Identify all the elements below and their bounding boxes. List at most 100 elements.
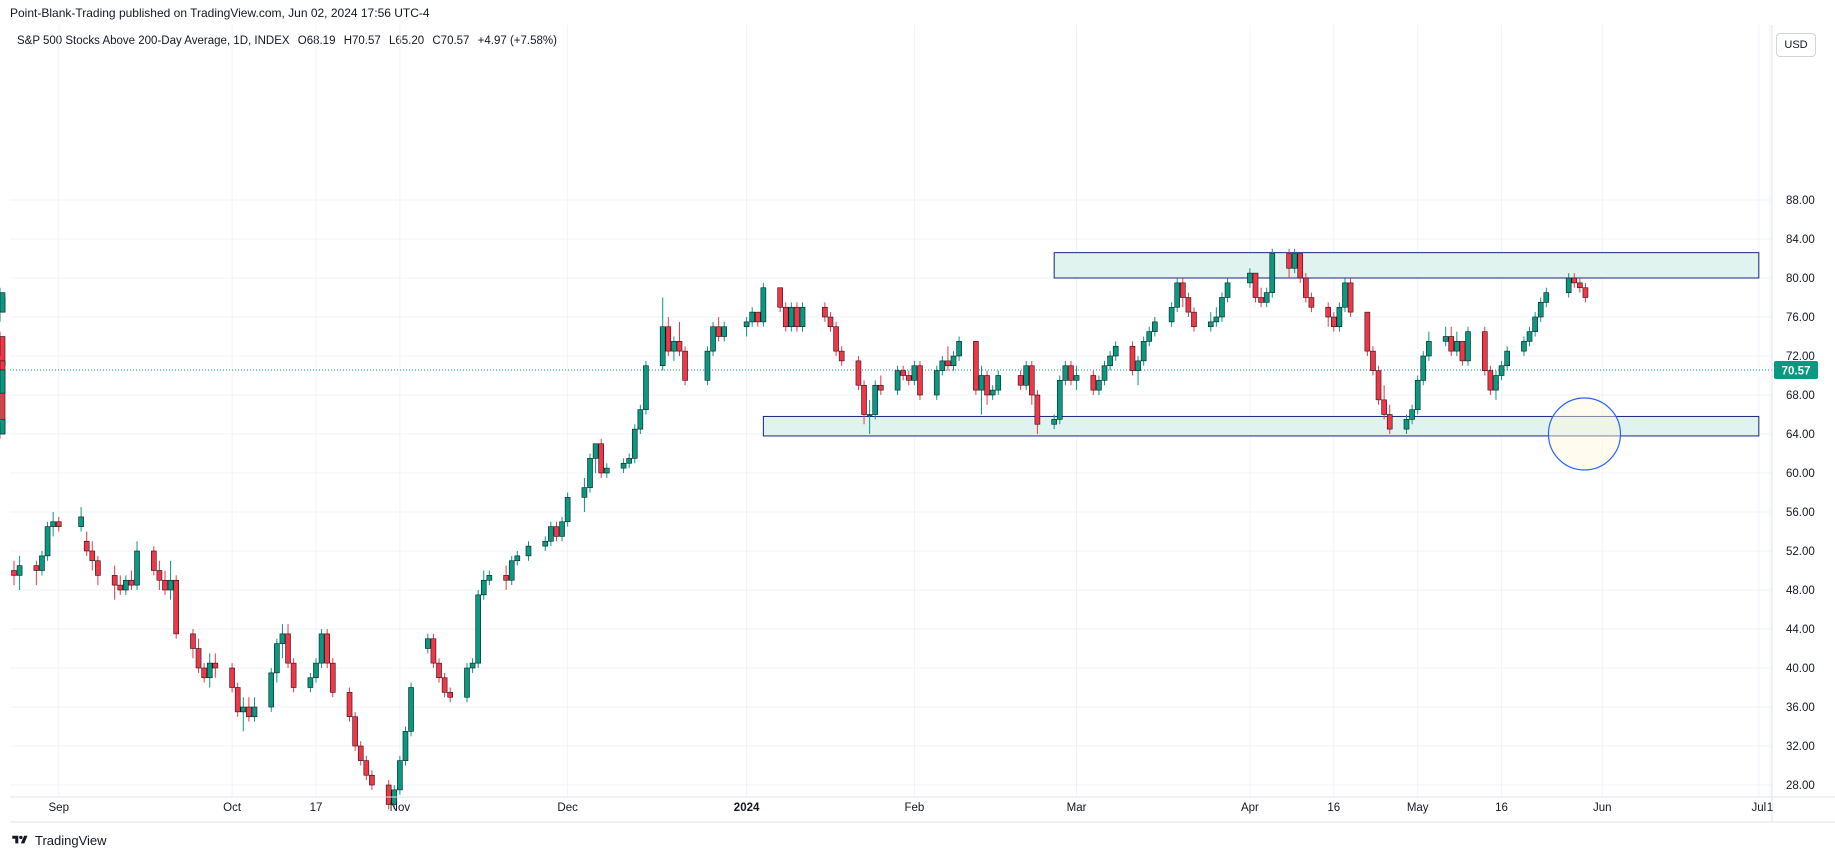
candle-body bbox=[480, 579, 487, 596]
candle bbox=[643, 360, 649, 415]
candle bbox=[1481, 326, 1488, 376]
candle bbox=[1090, 370, 1097, 395]
candle bbox=[704, 346, 711, 386]
candle bbox=[1252, 272, 1259, 303]
candle-body bbox=[514, 555, 521, 562]
candle bbox=[956, 336, 962, 361]
candle-body bbox=[995, 375, 1002, 391]
high-value: H70.57 bbox=[343, 35, 381, 47]
candle bbox=[671, 336, 677, 361]
candle bbox=[665, 317, 672, 356]
candle bbox=[973, 341, 979, 395]
candle-body bbox=[318, 633, 325, 664]
price-axis[interactable]: 28.00 32.00 36.00 40.00 44.00 48.00 52.00 56.00… bbox=[1771, 25, 1818, 822]
candle-body bbox=[1213, 316, 1220, 323]
candle-body bbox=[799, 306, 806, 328]
candle-body bbox=[631, 428, 638, 459]
candle bbox=[346, 687, 353, 722]
candle-body bbox=[1386, 414, 1393, 430]
candle bbox=[1168, 302, 1175, 327]
candle bbox=[1465, 326, 1471, 366]
candle-body bbox=[1308, 297, 1315, 308]
candle-body bbox=[1269, 253, 1276, 293]
candle-body bbox=[151, 550, 157, 571]
candle-body bbox=[721, 326, 728, 337]
candle bbox=[637, 404, 644, 434]
zone-rectangle[interactable] bbox=[762, 415, 1760, 437]
candle-body bbox=[229, 667, 235, 688]
candle-body bbox=[268, 672, 275, 708]
candle-body bbox=[945, 360, 951, 367]
candle bbox=[1224, 278, 1231, 303]
time-axis[interactable]: Sep Oct 17 Nov Dec 2024 Feb Mar Apr 16 May 16 Jun Jul… bbox=[10, 796, 1835, 823]
last-price-tag-bg bbox=[1774, 360, 1818, 379]
candle bbox=[0, 414, 6, 436]
candle-body bbox=[123, 579, 129, 591]
candle-body bbox=[788, 306, 795, 328]
candle bbox=[553, 521, 560, 542]
candle-body bbox=[329, 662, 336, 693]
candle-body bbox=[0, 292, 6, 313]
price-chart[interactable]: 28.00 32.00 36.00 40.00 44.00 48.00 52.00 56.00… bbox=[0, 0, 1835, 830]
candle bbox=[1023, 360, 1030, 391]
y-tick-label: 32.00 bbox=[1786, 741, 1815, 753]
candle bbox=[464, 663, 470, 703]
candle bbox=[855, 356, 862, 391]
candle bbox=[1213, 307, 1220, 327]
candle bbox=[838, 346, 845, 366]
currency-button[interactable]: USD bbox=[1776, 33, 1816, 57]
candle-body bbox=[307, 677, 314, 688]
candle bbox=[933, 365, 940, 400]
candle bbox=[1135, 356, 1141, 386]
tradingview-logo-icon bbox=[12, 835, 28, 844]
candle-body bbox=[553, 526, 560, 537]
candle-body bbox=[89, 550, 96, 562]
candle-body bbox=[1068, 365, 1074, 381]
candle bbox=[1073, 365, 1080, 391]
candle-body bbox=[1571, 277, 1578, 284]
candle bbox=[1180, 278, 1186, 308]
candle bbox=[352, 711, 358, 751]
candle bbox=[799, 302, 806, 332]
candle-body bbox=[1146, 331, 1153, 342]
candle-body bbox=[1420, 355, 1427, 381]
candle-body bbox=[1023, 365, 1030, 386]
candle bbox=[1537, 297, 1544, 322]
candle-body bbox=[1135, 360, 1141, 371]
candle-body bbox=[866, 414, 873, 416]
candle-body bbox=[1347, 282, 1354, 313]
candle bbox=[950, 351, 957, 371]
highlight-circle[interactable] bbox=[1547, 397, 1622, 471]
last-price-value: 70.57 bbox=[1782, 365, 1811, 377]
candle-body bbox=[637, 409, 644, 430]
candle bbox=[156, 560, 163, 590]
close-value: C70.57 bbox=[432, 35, 470, 47]
x-tick-label: 2024 bbox=[734, 802, 760, 814]
symbol-name[interactable]: S&P 500 Stocks Above 200-Day Average, 1D… bbox=[17, 35, 290, 47]
zone-rectangle[interactable] bbox=[1053, 252, 1760, 279]
candle-body bbox=[827, 316, 834, 328]
candle bbox=[425, 633, 431, 654]
y-tick-label: 60.00 bbox=[1786, 468, 1815, 480]
candle-body bbox=[1330, 316, 1337, 328]
candle-body bbox=[710, 326, 716, 352]
candle bbox=[794, 302, 800, 332]
candle bbox=[682, 346, 688, 386]
y-tick-label: 76.00 bbox=[1786, 312, 1815, 324]
candle bbox=[1565, 273, 1572, 298]
candle-body bbox=[1364, 311, 1371, 352]
candles-layer bbox=[0, 248, 1589, 810]
candle-body bbox=[274, 643, 280, 674]
candle bbox=[1370, 346, 1376, 376]
candle bbox=[564, 492, 571, 527]
candle-body bbox=[1403, 419, 1410, 430]
candle bbox=[598, 438, 604, 478]
candle-body bbox=[542, 540, 549, 547]
candle-body bbox=[156, 570, 163, 581]
candle-body bbox=[643, 365, 649, 410]
candle bbox=[402, 726, 409, 766]
candle bbox=[559, 516, 565, 542]
y-tick-label: 88.00 bbox=[1786, 195, 1815, 207]
candle bbox=[234, 682, 241, 717]
candle bbox=[715, 317, 722, 342]
